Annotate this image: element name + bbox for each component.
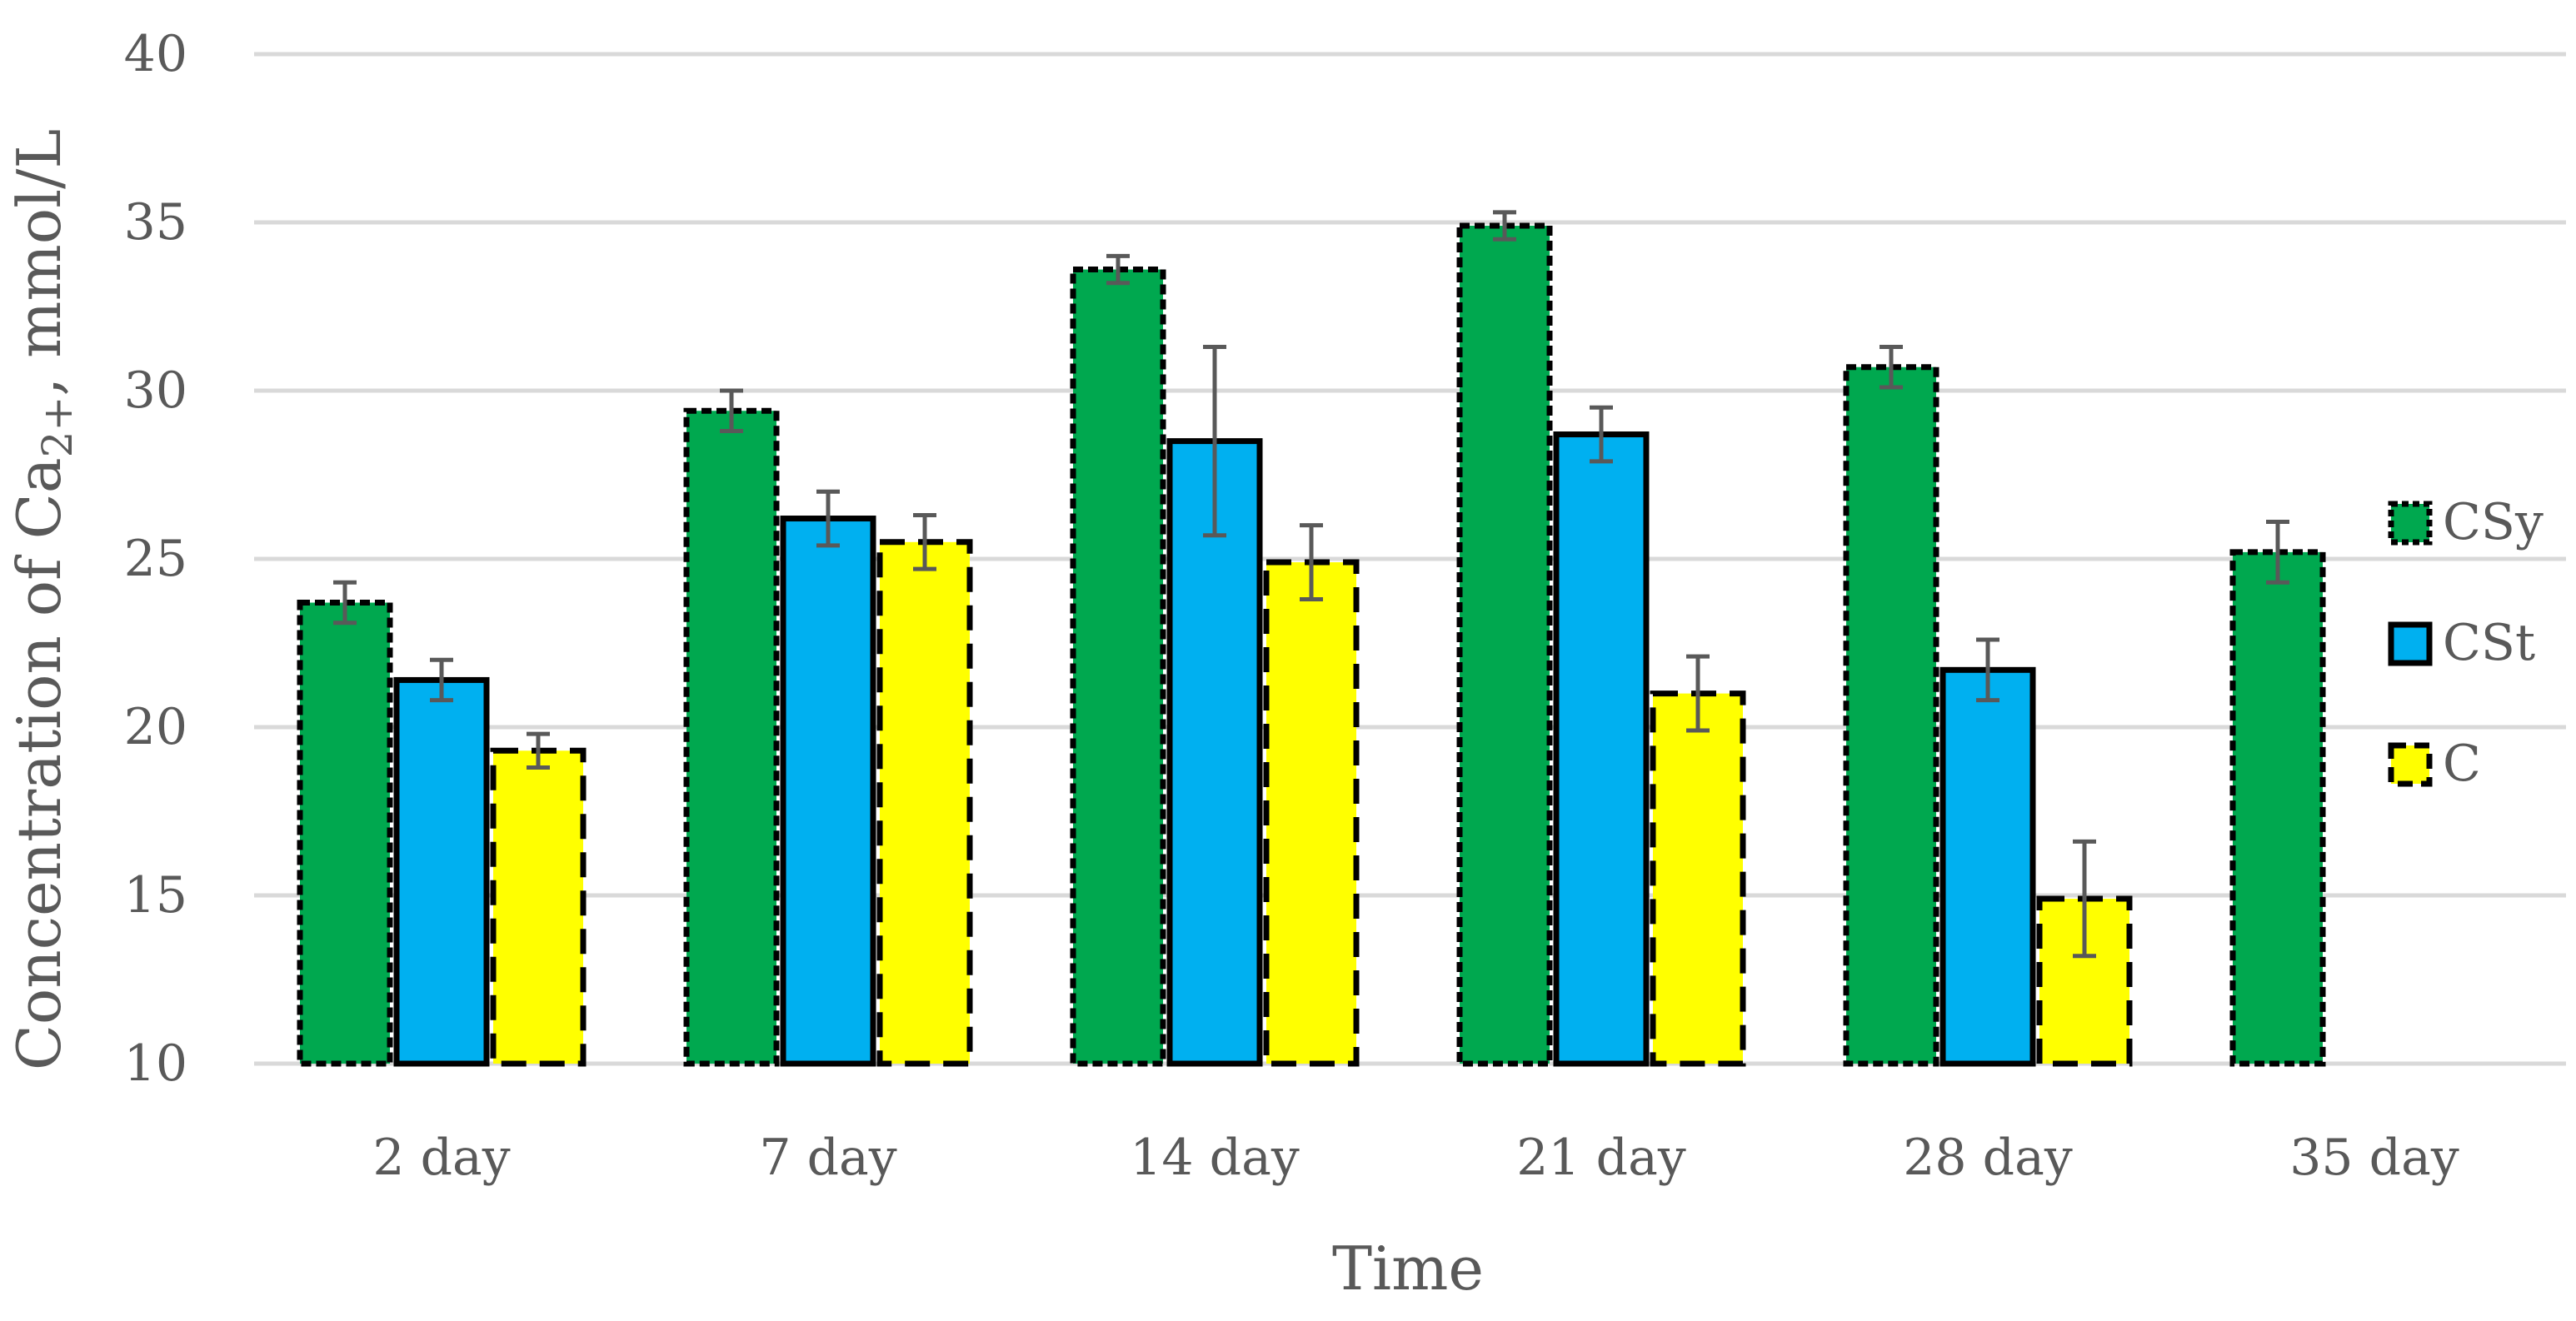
error-bar-c-21-day xyxy=(1686,654,1710,733)
bar-c-7-day xyxy=(876,539,973,1067)
x-axis-title: Time xyxy=(1332,1234,1484,1304)
bar-csy-35-day xyxy=(2229,549,2326,1067)
bar-cst-14-day xyxy=(1166,438,1263,1067)
x-tick-label: 14 day xyxy=(1130,1129,1300,1187)
bar-c-21-day xyxy=(1650,690,1746,1067)
legend-swatch-csy xyxy=(2388,501,2433,546)
y-axis-title: Concentration of Ca2+, mmol/L xyxy=(4,129,82,1070)
legend-item-csy: CSy xyxy=(2388,493,2544,551)
error-bar-csy-7-day xyxy=(720,388,743,433)
y-tick-label: 20 xyxy=(124,698,187,756)
error-bar-c-7-day xyxy=(913,512,936,571)
x-tick-label: 28 day xyxy=(1903,1129,2073,1187)
error-bar-c-28-day xyxy=(2073,839,2096,959)
y-axis-title-main: Concentration of Ca xyxy=(4,457,74,1070)
x-tick-label: 2 day xyxy=(372,1129,510,1187)
y-tick-label: 15 xyxy=(124,866,187,925)
legend-swatch-cst xyxy=(2388,621,2433,666)
bar-c-14-day xyxy=(1263,559,1360,1067)
legend-swatch-c xyxy=(2388,742,2433,787)
legend-item-cst: CSt xyxy=(2388,614,2535,672)
legend-label-csy: CSy xyxy=(2443,493,2544,551)
bar-cst-28-day xyxy=(1939,666,2036,1067)
error-bar-csy-28-day xyxy=(1880,344,1903,390)
legend-label-cst: CSt xyxy=(2443,614,2535,672)
y-tick-label: 30 xyxy=(124,361,187,420)
legend: CSy CSt C xyxy=(2388,493,2544,793)
x-tick-label: 35 day xyxy=(2289,1129,2459,1187)
error-bar-csy-21-day xyxy=(1493,210,1516,242)
bar-cst-2-day xyxy=(393,676,490,1067)
bar-csy-7-day xyxy=(683,407,780,1067)
bar-csy-14-day xyxy=(1070,267,1166,1067)
x-tick-label: 21 day xyxy=(1516,1129,1686,1187)
y-axis-ticks: 10 15 20 25 30 35 40 xyxy=(124,25,187,1093)
y-tick-label: 25 xyxy=(124,530,187,588)
error-bar-cst-2-day xyxy=(430,657,453,703)
y-axis-title-tail: , mmol/L xyxy=(4,129,74,396)
legend-label-c: C xyxy=(2443,735,2481,793)
gridlines xyxy=(254,52,2566,1066)
error-bar-c-14-day xyxy=(1300,523,1323,601)
bar-csy-2-day xyxy=(297,600,393,1067)
bar-cst-7-day xyxy=(780,516,876,1067)
error-bar-cst-14-day xyxy=(1203,344,1226,538)
legend-item-c: C xyxy=(2388,735,2481,793)
error-bar-cst-21-day xyxy=(1590,405,1613,464)
bar-csy-21-day xyxy=(1456,222,1553,1067)
error-bar-cst-28-day xyxy=(1976,637,1999,703)
error-bar-csy-2-day xyxy=(333,580,357,626)
error-bar-csy-35-day xyxy=(2266,520,2289,585)
y-axis-title-subscript: 2+ xyxy=(33,396,82,458)
x-tick-label: 7 day xyxy=(759,1129,896,1187)
error-bar-cst-7-day xyxy=(816,489,840,548)
error-bar-csy-14-day xyxy=(1106,253,1130,286)
error-bars xyxy=(333,210,2289,959)
bars xyxy=(297,222,2326,1067)
y-tick-label: 35 xyxy=(124,193,187,252)
y-tick-label: 40 xyxy=(124,25,187,83)
error-bar-c-2-day xyxy=(527,731,550,770)
bar-csy-28-day xyxy=(1843,364,1939,1067)
bar-cst-21-day xyxy=(1553,431,1650,1067)
x-axis-ticks: 2 day 7 day 14 day 21 day 28 day 35 day xyxy=(372,1129,2459,1187)
y-tick-label: 10 xyxy=(124,1034,187,1093)
bar-c-2-day xyxy=(490,747,587,1067)
